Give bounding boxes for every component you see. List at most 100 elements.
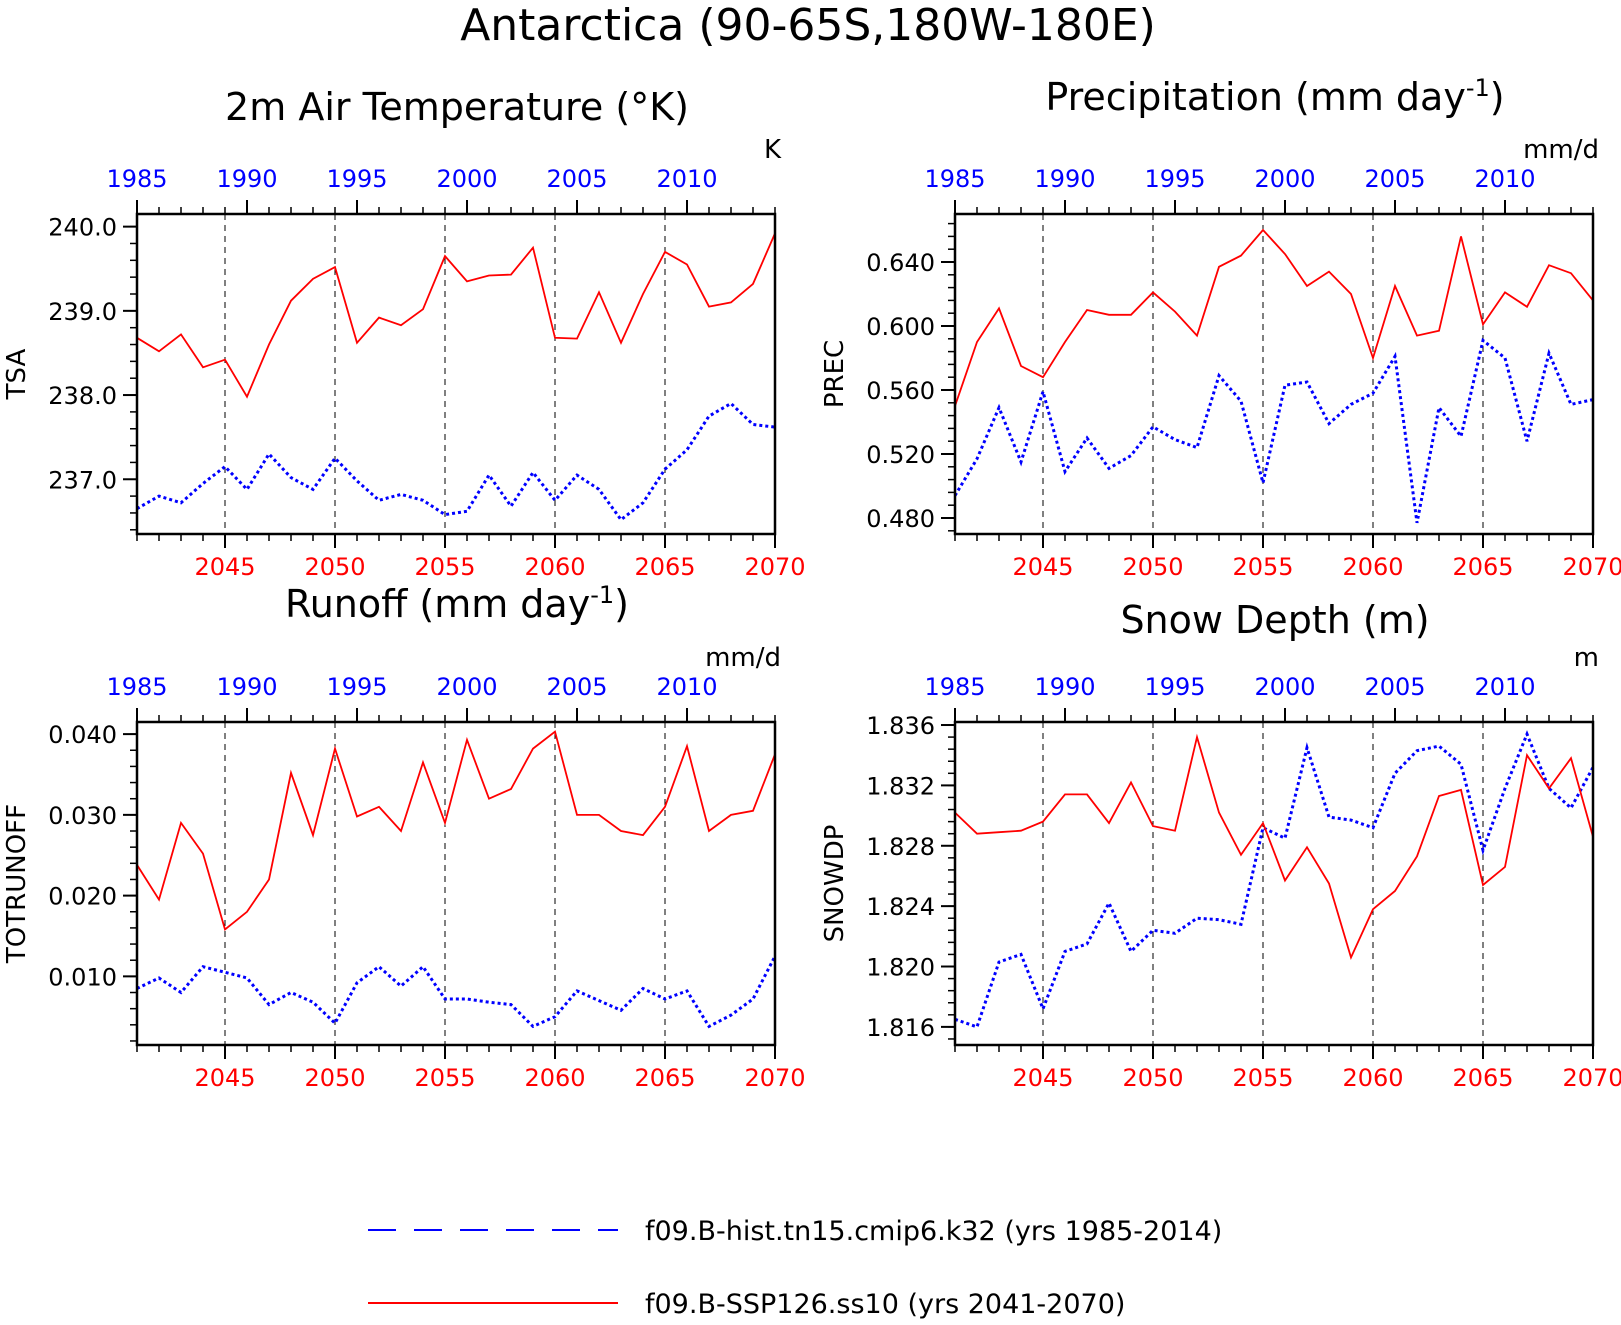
y-axis-label: SNOWDP xyxy=(820,825,850,943)
x-top-tick-label: 1985 xyxy=(924,165,985,193)
panel-title: Precipitation (mm day-1) xyxy=(1045,74,1504,119)
x-bottom-tick-label: 2065 xyxy=(1452,553,1513,581)
y-tick-label: 237.0 xyxy=(48,466,117,494)
y-tick-label: 1.832 xyxy=(866,772,935,800)
panel-title-text: Runoff (mm day xyxy=(285,582,590,626)
x-bottom-tick-label: 2050 xyxy=(1122,553,1183,581)
x-top-tick-label: 1995 xyxy=(326,165,387,193)
x-bottom-tick-label: 2055 xyxy=(1232,553,1293,581)
page-title: Antarctica (90-65S,180W-180E) xyxy=(460,0,1156,51)
plot-frame xyxy=(135,212,777,536)
x-bottom-tick-label: 2065 xyxy=(1452,1064,1513,1092)
panel-title-text: Precipitation (mm day xyxy=(1045,75,1465,119)
series-line-future xyxy=(136,233,776,399)
panel-precipitation: Precipitation (mm day-1) mm/d PREC 0.480 0.5… xyxy=(820,74,1621,581)
x-bottom-tick-label: 2045 xyxy=(194,1064,255,1092)
x-top-tick-label: 2005 xyxy=(546,673,607,701)
panel-runoff: Runoff (mm day-1) mm/d TOTRUNOFF 0.010 0.020… xyxy=(2,581,806,1092)
y-tick-label: 1.824 xyxy=(866,893,935,921)
x-top-tick-label: 1985 xyxy=(924,673,985,701)
x-top-tick-label: 2000 xyxy=(1254,165,1315,193)
y-tick-label: 240.0 xyxy=(48,214,117,242)
series-line-historical xyxy=(953,337,1594,524)
x-top-tick-label: 2005 xyxy=(546,165,607,193)
x-top-tick-label: 1990 xyxy=(216,165,277,193)
series-line-future xyxy=(136,730,776,932)
y-tick-label: 1.816 xyxy=(866,1014,935,1042)
x-bottom-tick-label: 2070 xyxy=(1562,553,1621,581)
x-top-tick-label: 1995 xyxy=(326,673,387,701)
x-top-tick-label: 1985 xyxy=(106,673,167,701)
x-top-tick-label: 2010 xyxy=(1474,673,1535,701)
panel-title-superscript: -1 xyxy=(590,581,614,609)
y-tick-label: 0.010 xyxy=(48,963,117,991)
x-top-tick-label: 2010 xyxy=(656,673,717,701)
y-tick-label: 0.030 xyxy=(48,802,117,830)
x-top-tick-label: 1990 xyxy=(1034,673,1095,701)
panel-title: Runoff (mm day-1) xyxy=(285,581,629,626)
x-top-tick-label: 1990 xyxy=(216,673,277,701)
y-tick-label: 0.560 xyxy=(866,377,935,405)
units-label: mm/d xyxy=(1523,135,1599,165)
plot-frame xyxy=(953,720,1595,1047)
y-tick-label: 239.0 xyxy=(48,298,117,326)
x-top-tick-label: 2000 xyxy=(1254,673,1315,701)
x-top-tick-label: 2010 xyxy=(656,165,717,193)
x-bottom-tick-label: 2070 xyxy=(1562,1064,1621,1092)
panel-title-text: Snow Depth (m) xyxy=(1120,598,1429,642)
x-bottom-tick-label: 2050 xyxy=(304,553,365,581)
units-label: m xyxy=(1574,643,1599,673)
panel-snow-depth: Snow Depth (m) m SNOWDP 1.816 1.820 1.824 1.82… xyxy=(820,598,1621,1092)
panel-title-closing: ) xyxy=(614,582,629,626)
y-tick-label: 0.600 xyxy=(866,313,935,341)
series-line-historical xyxy=(954,730,1595,1029)
y-axis-label: TSA xyxy=(2,348,32,400)
x-bottom-tick-label: 2045 xyxy=(1012,1064,1073,1092)
y-tick-label: 0.040 xyxy=(48,721,117,749)
y-tick-label: 0.480 xyxy=(866,505,935,533)
y-tick-label: 0.640 xyxy=(866,249,935,277)
legend-label-historical: f09.B-hist.tn15.cmip6.k32 (yrs 1985-2014… xyxy=(645,1216,1222,1247)
series-line-future xyxy=(954,228,1594,407)
legend: f09.B-hist.tn15.cmip6.k32 (yrs 1985-2014… xyxy=(368,1216,1222,1320)
x-bottom-tick-label: 2055 xyxy=(414,1064,475,1092)
x-bottom-tick-label: 2065 xyxy=(634,1064,695,1092)
plot-frame xyxy=(953,212,1595,536)
x-top-tick-label: 2005 xyxy=(1364,673,1425,701)
x-top-tick-label: 2000 xyxy=(436,165,497,193)
x-bottom-tick-label: 2060 xyxy=(1342,1064,1403,1092)
x-top-tick-label: 1990 xyxy=(1034,165,1095,193)
y-tick-label: 0.520 xyxy=(866,441,935,469)
units-label: mm/d xyxy=(705,643,781,673)
x-bottom-tick-label: 2045 xyxy=(194,553,255,581)
y-tick-label: 0.020 xyxy=(48,883,117,911)
x-top-tick-label: 2010 xyxy=(1474,165,1535,193)
x-top-tick-label: 1995 xyxy=(1144,673,1205,701)
x-bottom-tick-label: 2045 xyxy=(1012,553,1073,581)
y-tick-label: 1.820 xyxy=(866,954,935,982)
y-axis-label: TOTRUNOFF xyxy=(2,804,32,964)
panel-title-superscript: -1 xyxy=(1466,74,1490,102)
x-bottom-tick-label: 2065 xyxy=(634,553,695,581)
x-top-tick-label: 1995 xyxy=(1144,165,1205,193)
x-bottom-tick-label: 2050 xyxy=(304,1064,365,1092)
series-line-future xyxy=(954,733,1594,961)
x-bottom-tick-label: 2060 xyxy=(524,1064,585,1092)
panel-title: 2m Air Temperature (°K) xyxy=(225,85,689,129)
panel-air-temperature: 2m Air Temperature (°K) K TSA 237.0 238.0 239… xyxy=(2,85,806,581)
x-bottom-tick-label: 2070 xyxy=(744,553,805,581)
x-bottom-tick-label: 2055 xyxy=(414,553,475,581)
x-bottom-tick-label: 2060 xyxy=(1342,553,1403,581)
series-line-historical xyxy=(136,401,776,522)
y-tick-label: 1.836 xyxy=(866,712,935,740)
units-label: K xyxy=(764,135,782,165)
x-bottom-tick-label: 2070 xyxy=(744,1064,805,1092)
series-line-historical xyxy=(136,955,777,1029)
panel-title: Snow Depth (m) xyxy=(1120,598,1429,642)
x-top-tick-label: 1985 xyxy=(106,165,167,193)
y-tick-label: 238.0 xyxy=(48,382,117,410)
x-top-tick-label: 2000 xyxy=(436,673,497,701)
panel-title-closing: ) xyxy=(1490,75,1505,119)
